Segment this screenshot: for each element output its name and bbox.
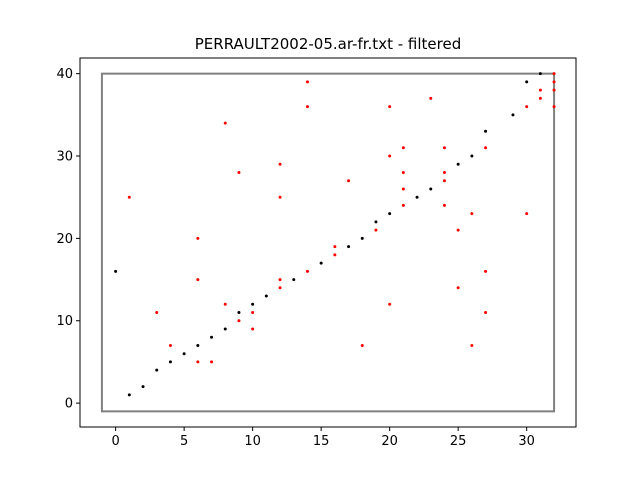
data-point (347, 179, 351, 183)
data-point (456, 228, 460, 232)
data-point (182, 352, 186, 356)
y-tick-label: 20 (56, 232, 73, 247)
data-point (155, 311, 159, 315)
data-point (470, 154, 474, 158)
data-point (470, 343, 474, 347)
points-layer (114, 72, 556, 397)
data-point (319, 261, 323, 265)
data-point (511, 113, 515, 117)
y-axis-ticks: 0 10 20 30 40 (56, 67, 80, 412)
data-point (333, 253, 337, 257)
data-point (237, 319, 241, 323)
data-point (388, 212, 392, 216)
data-point (456, 286, 460, 290)
x-tick-label: 5 (180, 434, 188, 449)
data-point (360, 343, 364, 347)
data-point (525, 105, 529, 109)
x-tick-label: 10 (244, 434, 261, 449)
data-point (278, 195, 282, 199)
data-point (538, 88, 542, 92)
data-point (305, 269, 309, 273)
data-point (401, 146, 405, 150)
data-point (141, 385, 145, 389)
data-point (305, 105, 309, 109)
y-tick-label: 40 (56, 67, 73, 82)
data-point (127, 393, 131, 397)
data-point (401, 170, 405, 174)
data-point (484, 269, 488, 273)
plot-frame (79, 57, 577, 428)
x-tick-label: 30 (518, 434, 535, 449)
data-point (470, 212, 474, 216)
data-point (456, 162, 460, 166)
data-point (237, 311, 241, 315)
y-tick-label: 30 (56, 150, 73, 165)
data-point (484, 129, 488, 133)
y-tick-label: 10 (56, 314, 73, 329)
data-point (237, 170, 241, 174)
data-point (484, 311, 488, 315)
x-tick-label: 0 (111, 434, 119, 449)
data-point (442, 146, 446, 150)
data-point (292, 278, 296, 282)
data-point (347, 245, 351, 249)
data-point (278, 278, 282, 282)
data-point (168, 360, 172, 364)
chart-title: PERRAULT2002-05.ar-fr.txt - filtered (195, 35, 461, 53)
data-point (168, 343, 172, 347)
data-point (155, 368, 159, 372)
data-point (442, 170, 446, 174)
data-point (442, 203, 446, 207)
y-tick-label: 0 (65, 397, 73, 412)
data-point (374, 228, 378, 232)
data-point (223, 327, 227, 331)
data-point (196, 278, 200, 282)
data-point (429, 96, 433, 100)
data-point (251, 311, 255, 315)
data-point (127, 195, 131, 199)
data-point (210, 360, 214, 364)
data-point (388, 302, 392, 306)
data-point (538, 96, 542, 100)
data-point (210, 335, 214, 339)
data-point (333, 245, 337, 249)
x-tick-label: 25 (450, 434, 467, 449)
data-point (415, 195, 419, 199)
x-tick-label: 20 (381, 434, 398, 449)
data-point (401, 187, 405, 191)
data-point (251, 302, 255, 306)
bounding-box-layer (100, 72, 556, 413)
data-point (374, 220, 378, 224)
data-point (360, 236, 364, 240)
data-point (552, 105, 556, 109)
data-point (223, 121, 227, 125)
data-point (251, 327, 255, 331)
data-point (552, 72, 556, 76)
data-point (278, 286, 282, 290)
data-point (388, 154, 392, 158)
data-point (278, 162, 282, 166)
data-point (538, 72, 542, 76)
data-point (196, 343, 200, 347)
data-point (429, 187, 433, 191)
data-point (442, 179, 446, 183)
data-point (552, 88, 556, 92)
data-point (525, 80, 529, 84)
data-point (305, 80, 309, 84)
data-point (401, 203, 405, 207)
data-point (114, 269, 118, 273)
data-point (196, 360, 200, 364)
bounding-box (100, 72, 556, 413)
data-point (223, 302, 227, 306)
data-point (264, 294, 268, 298)
data-point (552, 80, 556, 84)
x-tick-label: 15 (313, 434, 330, 449)
x-axis-ticks: 0 5 10 15 20 25 30 (111, 427, 535, 449)
data-point (484, 146, 488, 150)
data-point (525, 212, 529, 216)
data-point (388, 105, 392, 109)
data-point (196, 236, 200, 240)
